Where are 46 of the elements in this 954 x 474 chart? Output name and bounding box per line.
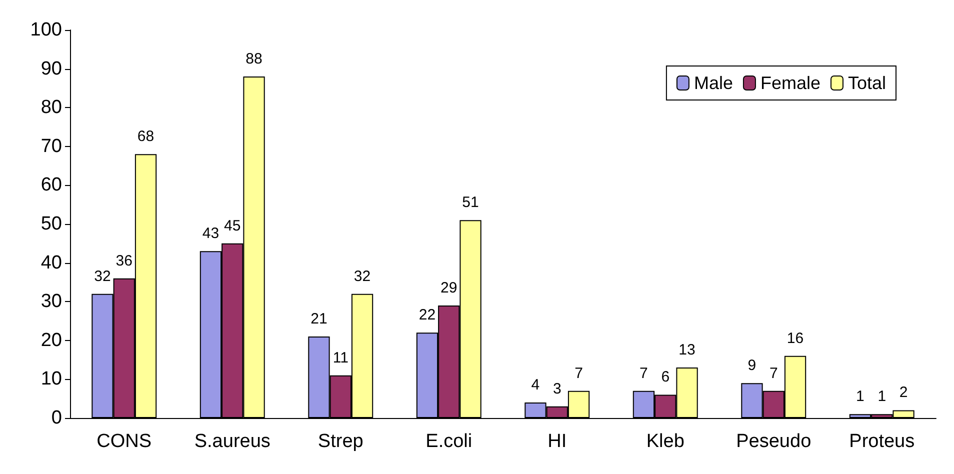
x-tick-label: HI	[548, 431, 567, 452]
data-label: 45	[224, 217, 241, 234]
y-tick-label: 100	[30, 20, 62, 40]
data-label: 36	[116, 252, 132, 270]
data-label: 3	[552, 380, 562, 398]
y-tick-label: 0	[51, 408, 62, 428]
data-label: 32	[354, 268, 371, 285]
x-tick-label: Proteus	[849, 431, 915, 452]
y-tick-label: 30	[40, 291, 62, 312]
data-label: 1	[878, 388, 886, 406]
legend-label: Male	[694, 73, 733, 93]
data-label: 11	[332, 349, 348, 366]
data-label: 22	[418, 306, 436, 324]
data-label: 1	[856, 388, 864, 406]
x-tick-label: S.aureus	[194, 431, 270, 452]
data-label: 51	[462, 194, 479, 212]
y-tick-label: 90	[40, 58, 62, 80]
x-tick-label: E.coli	[426, 431, 472, 452]
y-tick-label: 70	[40, 136, 62, 157]
data-label: 16	[786, 330, 804, 347]
x-tick-label: Strep	[318, 431, 364, 452]
y-tick-label: 20	[40, 330, 62, 351]
data-label: 7	[640, 364, 648, 382]
y-tick-label: 50	[40, 214, 62, 234]
data-label: 13	[678, 342, 696, 359]
data-label: 7	[574, 364, 583, 382]
x-tick-label: Kleb	[646, 431, 684, 452]
x-tick-label: CONS	[96, 431, 152, 452]
data-label: 21	[310, 310, 328, 328]
data-label: 43	[202, 225, 220, 242]
y-tick-label: 40	[40, 252, 62, 274]
data-label: 9	[748, 357, 756, 374]
data-label: 2	[899, 384, 908, 402]
x-tick-label: Peseudo	[736, 431, 812, 452]
data-label: 7	[769, 364, 778, 382]
y-tick-label: 80	[40, 97, 62, 118]
legend-label: Total	[848, 73, 886, 93]
data-label: 29	[440, 279, 458, 296]
data-label: 88	[246, 50, 262, 68]
y-tick-label: 60	[40, 174, 62, 196]
legend-label: Female	[760, 73, 820, 93]
data-label: 6	[661, 368, 670, 386]
data-label: 32	[94, 268, 111, 285]
data-label: 68	[137, 128, 154, 146]
y-tick-label: 10	[40, 368, 62, 390]
data-label: 4	[531, 376, 540, 394]
